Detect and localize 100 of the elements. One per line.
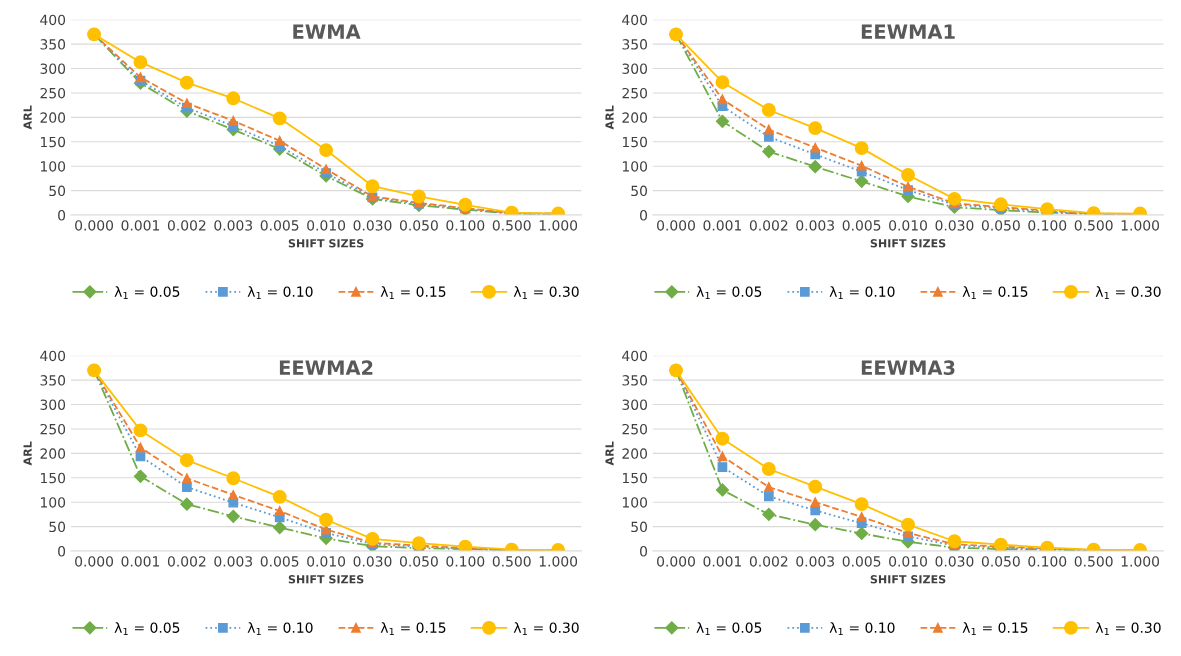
legend-label: λ$_{1}$ = 0.05: [114, 622, 180, 635]
x-tick-label: 0.050: [981, 220, 1020, 231]
y-tick-label: 250: [40, 423, 66, 435]
legend-label: λ$_{1}$ = 0.30: [1095, 286, 1161, 299]
y-tick-label: 400: [622, 14, 648, 26]
x-tick-label: 0.001: [121, 556, 160, 567]
y-tick-label: 250: [622, 423, 648, 435]
x-tick-label: 0.500: [492, 220, 531, 231]
y-axis-title: ARL: [605, 441, 614, 466]
legend-label: λ$_{1}$ = 0.05: [696, 286, 762, 299]
legend-label: λ$_{1}$ = 0.15: [380, 286, 446, 299]
legend-label: λ$_{1}$ = 0.30: [513, 286, 579, 299]
y-tick-label: 150: [41, 136, 66, 148]
x-tick-label: 0.500: [492, 556, 531, 567]
y-tick-label: 50: [631, 185, 648, 197]
legend-label: λ$_{1}$ = 0.15: [962, 286, 1028, 299]
y-tick-label: 150: [41, 472, 66, 484]
legend-label: λ$_{1}$ = 0.10: [247, 622, 313, 635]
legend-label: λ$_{1}$ = 0.30: [1095, 622, 1161, 635]
y-tick-label: 100: [41, 497, 66, 508]
y-tick-label: 50: [49, 521, 66, 533]
y-tick-label: 100: [622, 497, 648, 508]
x-tick-label: 1.000: [1121, 220, 1160, 231]
y-tick-label: 0: [640, 210, 648, 221]
legend-label: λ$_{1}$ = 0.10: [247, 286, 313, 299]
y-tick-label: 150: [622, 136, 648, 148]
x-tick-label: 0.002: [749, 556, 788, 567]
x-tick-label: 0.010: [889, 220, 927, 231]
x-tick-label: 0.500: [1074, 220, 1113, 231]
x-tick-label: 0.050: [981, 556, 1020, 567]
x-tick-label: 0.005: [842, 220, 881, 231]
x-tick-label: 0.000: [657, 220, 695, 231]
x-tick-label: 0.100: [1028, 556, 1067, 567]
x-axis-title: SHIFT SIZES: [288, 575, 364, 584]
y-tick-label: 300: [40, 63, 66, 74]
legend-label: λ$_{1}$ = 0.15: [380, 622, 446, 635]
x-tick-label: 0.002: [749, 220, 788, 231]
x-tick-label: 0.005: [842, 556, 881, 567]
x-tick-label: 0.000: [75, 220, 114, 231]
x-axis-title: SHIFT SIZES: [870, 575, 946, 584]
y-tick-label: 300: [622, 63, 648, 74]
x-tick-label: 0.002: [167, 220, 206, 231]
chart-title: EEWMA1: [861, 24, 955, 39]
x-tick-label: 1.000: [1121, 556, 1160, 567]
x-tick-label: 0.010: [307, 220, 346, 231]
x-tick-label: 1.000: [539, 220, 578, 231]
x-tick-label: 0.001: [703, 556, 742, 567]
legend-label: λ$_{1}$ = 0.10: [829, 286, 895, 299]
x-tick-label: 0.003: [214, 556, 253, 567]
y-tick-label: 350: [40, 375, 66, 386]
x-tick-label: 0.500: [1074, 556, 1113, 567]
legend-label: λ$_{1}$ = 0.15: [962, 622, 1028, 635]
y-tick-label: 0: [640, 546, 648, 557]
x-tick-label: 0.005: [260, 220, 299, 231]
x-tick-label: 0.005: [260, 556, 299, 567]
y-tick-label: 350: [622, 39, 648, 50]
y-tick-label: 350: [622, 375, 648, 386]
legend-label: λ$_{1}$ = 0.30: [513, 622, 579, 635]
x-tick-label: 0.010: [307, 556, 346, 567]
x-tick-label: 0.050: [399, 220, 438, 231]
y-tick-label: 350: [40, 39, 66, 50]
x-tick-label: 0.001: [703, 220, 742, 231]
y-tick-label: 0: [58, 210, 66, 221]
x-tick-label: 0.030: [353, 220, 392, 231]
x-tick-label: 0.010: [889, 556, 927, 567]
x-tick-label: 0.003: [214, 220, 253, 231]
x-tick-label: 0.003: [796, 220, 834, 231]
x-tick-label: 0.030: [935, 556, 974, 567]
chart-title: EEWMA3: [861, 360, 955, 375]
chart-title: EWMA: [293, 24, 361, 39]
y-tick-label: 150: [622, 472, 648, 484]
y-tick-label: 200: [40, 448, 66, 459]
x-tick-label: 0.030: [353, 556, 392, 567]
y-tick-label: 0: [58, 546, 66, 557]
y-tick-label: 300: [40, 399, 66, 410]
y-tick-label: 50: [49, 185, 66, 197]
y-tick-label: 200: [622, 448, 648, 459]
x-axis-title: SHIFT SIZES: [288, 239, 364, 248]
x-tick-label: 0.001: [121, 220, 160, 231]
legend-label: λ$_{1}$ = 0.10: [829, 622, 895, 635]
y-tick-label: 400: [40, 14, 66, 26]
legend-label: λ$_{1}$ = 0.05: [696, 622, 762, 635]
y-tick-label: 50: [631, 521, 648, 533]
x-tick-label: 0.003: [796, 556, 834, 567]
y-axis-title: ARL: [23, 105, 32, 130]
x-tick-label: 0.000: [75, 556, 114, 567]
x-tick-label: 0.100: [1028, 220, 1067, 231]
y-tick-label: 200: [622, 112, 648, 123]
y-tick-label: 200: [40, 112, 66, 123]
x-tick-label: 1.000: [539, 556, 578, 567]
y-tick-label: 100: [41, 161, 66, 172]
y-tick-label: 400: [40, 350, 66, 362]
y-tick-label: 100: [622, 161, 648, 172]
y-axis-title: ARL: [23, 441, 32, 466]
y-tick-label: 250: [40, 87, 66, 99]
x-tick-label: 0.000: [657, 556, 695, 567]
legend-label: λ$_{1}$ = 0.05: [114, 286, 180, 299]
y-axis-title: ARL: [605, 105, 614, 130]
x-tick-label: 0.100: [446, 556, 485, 567]
x-tick-label: 0.050: [399, 556, 438, 567]
